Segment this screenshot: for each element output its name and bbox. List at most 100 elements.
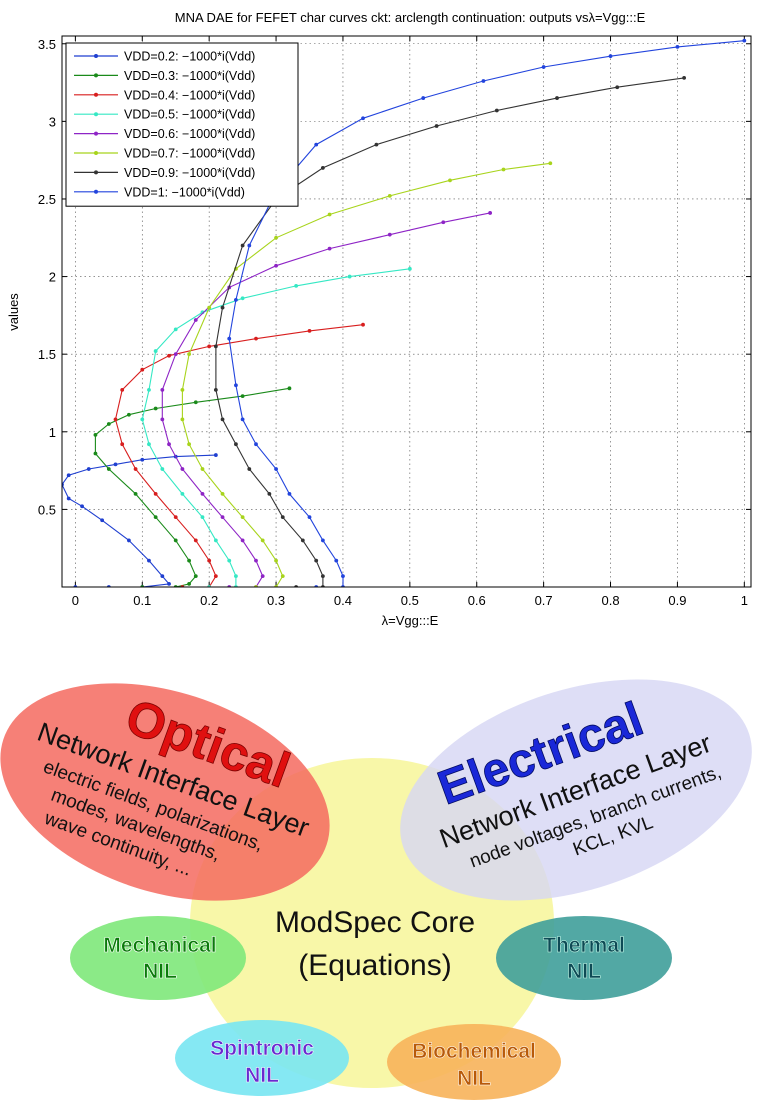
legend-label: VDD=0.3: −1000*i(Vdd): [124, 69, 255, 83]
legend-marker: [94, 151, 98, 155]
data-point: [314, 142, 319, 147]
data-point: [140, 367, 145, 372]
data-point: [247, 243, 252, 248]
data-point: [193, 400, 198, 405]
data-point: [140, 417, 145, 422]
data-point: [615, 85, 620, 90]
data-point: [227, 558, 232, 563]
data-point: [86, 467, 91, 471]
data-point: [160, 417, 165, 422]
data-point: [133, 467, 138, 471]
x-tick-label: 0.9: [668, 593, 686, 608]
data-point: [327, 246, 332, 251]
data-point: [274, 558, 278, 563]
y-tick-label: 0.5: [38, 502, 56, 517]
legend-marker: [94, 54, 98, 58]
data-point: [334, 558, 339, 563]
data-point: [274, 467, 278, 471]
data-point: [314, 558, 319, 563]
data-point: [260, 574, 265, 579]
plot-frame: [61, 35, 752, 588]
series-line-5: [181, 162, 551, 587]
thermal-ellipse: [496, 916, 672, 1000]
modspec-diagram: ModSpec Core (Equations) Optical Network…: [0, 679, 752, 1100]
data-point: [234, 383, 238, 388]
data-point: [247, 467, 252, 471]
data-point: [187, 581, 191, 586]
y-tick-label: 1: [49, 425, 56, 440]
data-point: [187, 442, 191, 447]
data-point: [481, 79, 486, 83]
data-point: [207, 305, 212, 310]
legend-box: [65, 42, 299, 207]
data-point: [294, 283, 299, 288]
data-point: [120, 387, 125, 392]
data-point: [213, 387, 218, 392]
x-axis-label: λ=Vgg:::E: [382, 613, 439, 628]
y-tick-label: 2: [49, 270, 56, 285]
data-point: [407, 266, 412, 271]
data-point: [254, 336, 258, 341]
legend-label: VDD=0.5: −1000*i(Vdd): [124, 108, 255, 122]
data-point: [167, 581, 171, 586]
data-point: [608, 54, 613, 59]
data-point: [140, 457, 145, 462]
data-point: [555, 96, 559, 100]
data-point: [213, 344, 218, 349]
data-point: [126, 412, 131, 417]
data-point: [207, 558, 212, 563]
data-point: [220, 491, 225, 496]
data-point: [80, 504, 84, 509]
data-point: [541, 65, 546, 69]
data-point: [126, 538, 131, 543]
data-point: [682, 76, 687, 80]
data-point: [240, 243, 245, 248]
legend-marker: [94, 92, 98, 97]
legend-marker: [94, 131, 98, 136]
data-point: [387, 232, 392, 237]
x-tick-label: 0.5: [401, 593, 419, 608]
data-point: [448, 178, 452, 183]
data-point: [260, 538, 265, 543]
data-point: [187, 558, 191, 563]
x-tick-label: 0.2: [200, 593, 218, 608]
data-point: [167, 353, 171, 358]
series-line-3: [141, 268, 410, 587]
data-point: [341, 574, 345, 579]
data-point: [100, 518, 105, 523]
legend-label: VDD=0.2: −1000*i(Vdd): [124, 50, 255, 64]
data-point: [274, 263, 278, 268]
data-point: [173, 327, 178, 332]
data-point: [240, 417, 245, 422]
data-point: [742, 38, 747, 43]
data-point: [501, 167, 506, 172]
data-point: [153, 349, 158, 353]
data-point: [207, 344, 212, 349]
mechanical-ellipse: [70, 916, 246, 1000]
thermal-label-line2: NIL: [567, 960, 601, 983]
chart-title: MNA DAE for FEFET char curves ckt: arcle…: [175, 10, 646, 25]
data-point: [320, 538, 325, 543]
data-point: [240, 394, 245, 398]
legend-label: VDD=0.9: −1000*i(Vdd): [124, 166, 255, 180]
series-line-6: [215, 77, 685, 587]
data-point: [234, 442, 238, 447]
data-point: [254, 442, 258, 447]
mechanical-label-line2: NIL: [143, 960, 177, 983]
data-point: [421, 96, 426, 100]
optical-ellipse: [0, 683, 330, 901]
data-point: [267, 491, 272, 496]
spintronic-label-line2: NIL: [245, 1064, 279, 1087]
data-point: [167, 442, 171, 447]
data-point: [120, 442, 125, 447]
data-point: [274, 235, 278, 240]
core-label-line2: (Equations): [298, 949, 451, 982]
x-tick-label: 1: [741, 593, 748, 608]
biochemical-label-line2: NIL: [457, 1067, 491, 1090]
x-tick-label: 0: [72, 593, 79, 608]
data-point: [180, 417, 185, 422]
data-point: [153, 491, 158, 496]
data-point: [307, 329, 312, 333]
data-point: [93, 451, 98, 456]
data-point: [160, 574, 165, 579]
